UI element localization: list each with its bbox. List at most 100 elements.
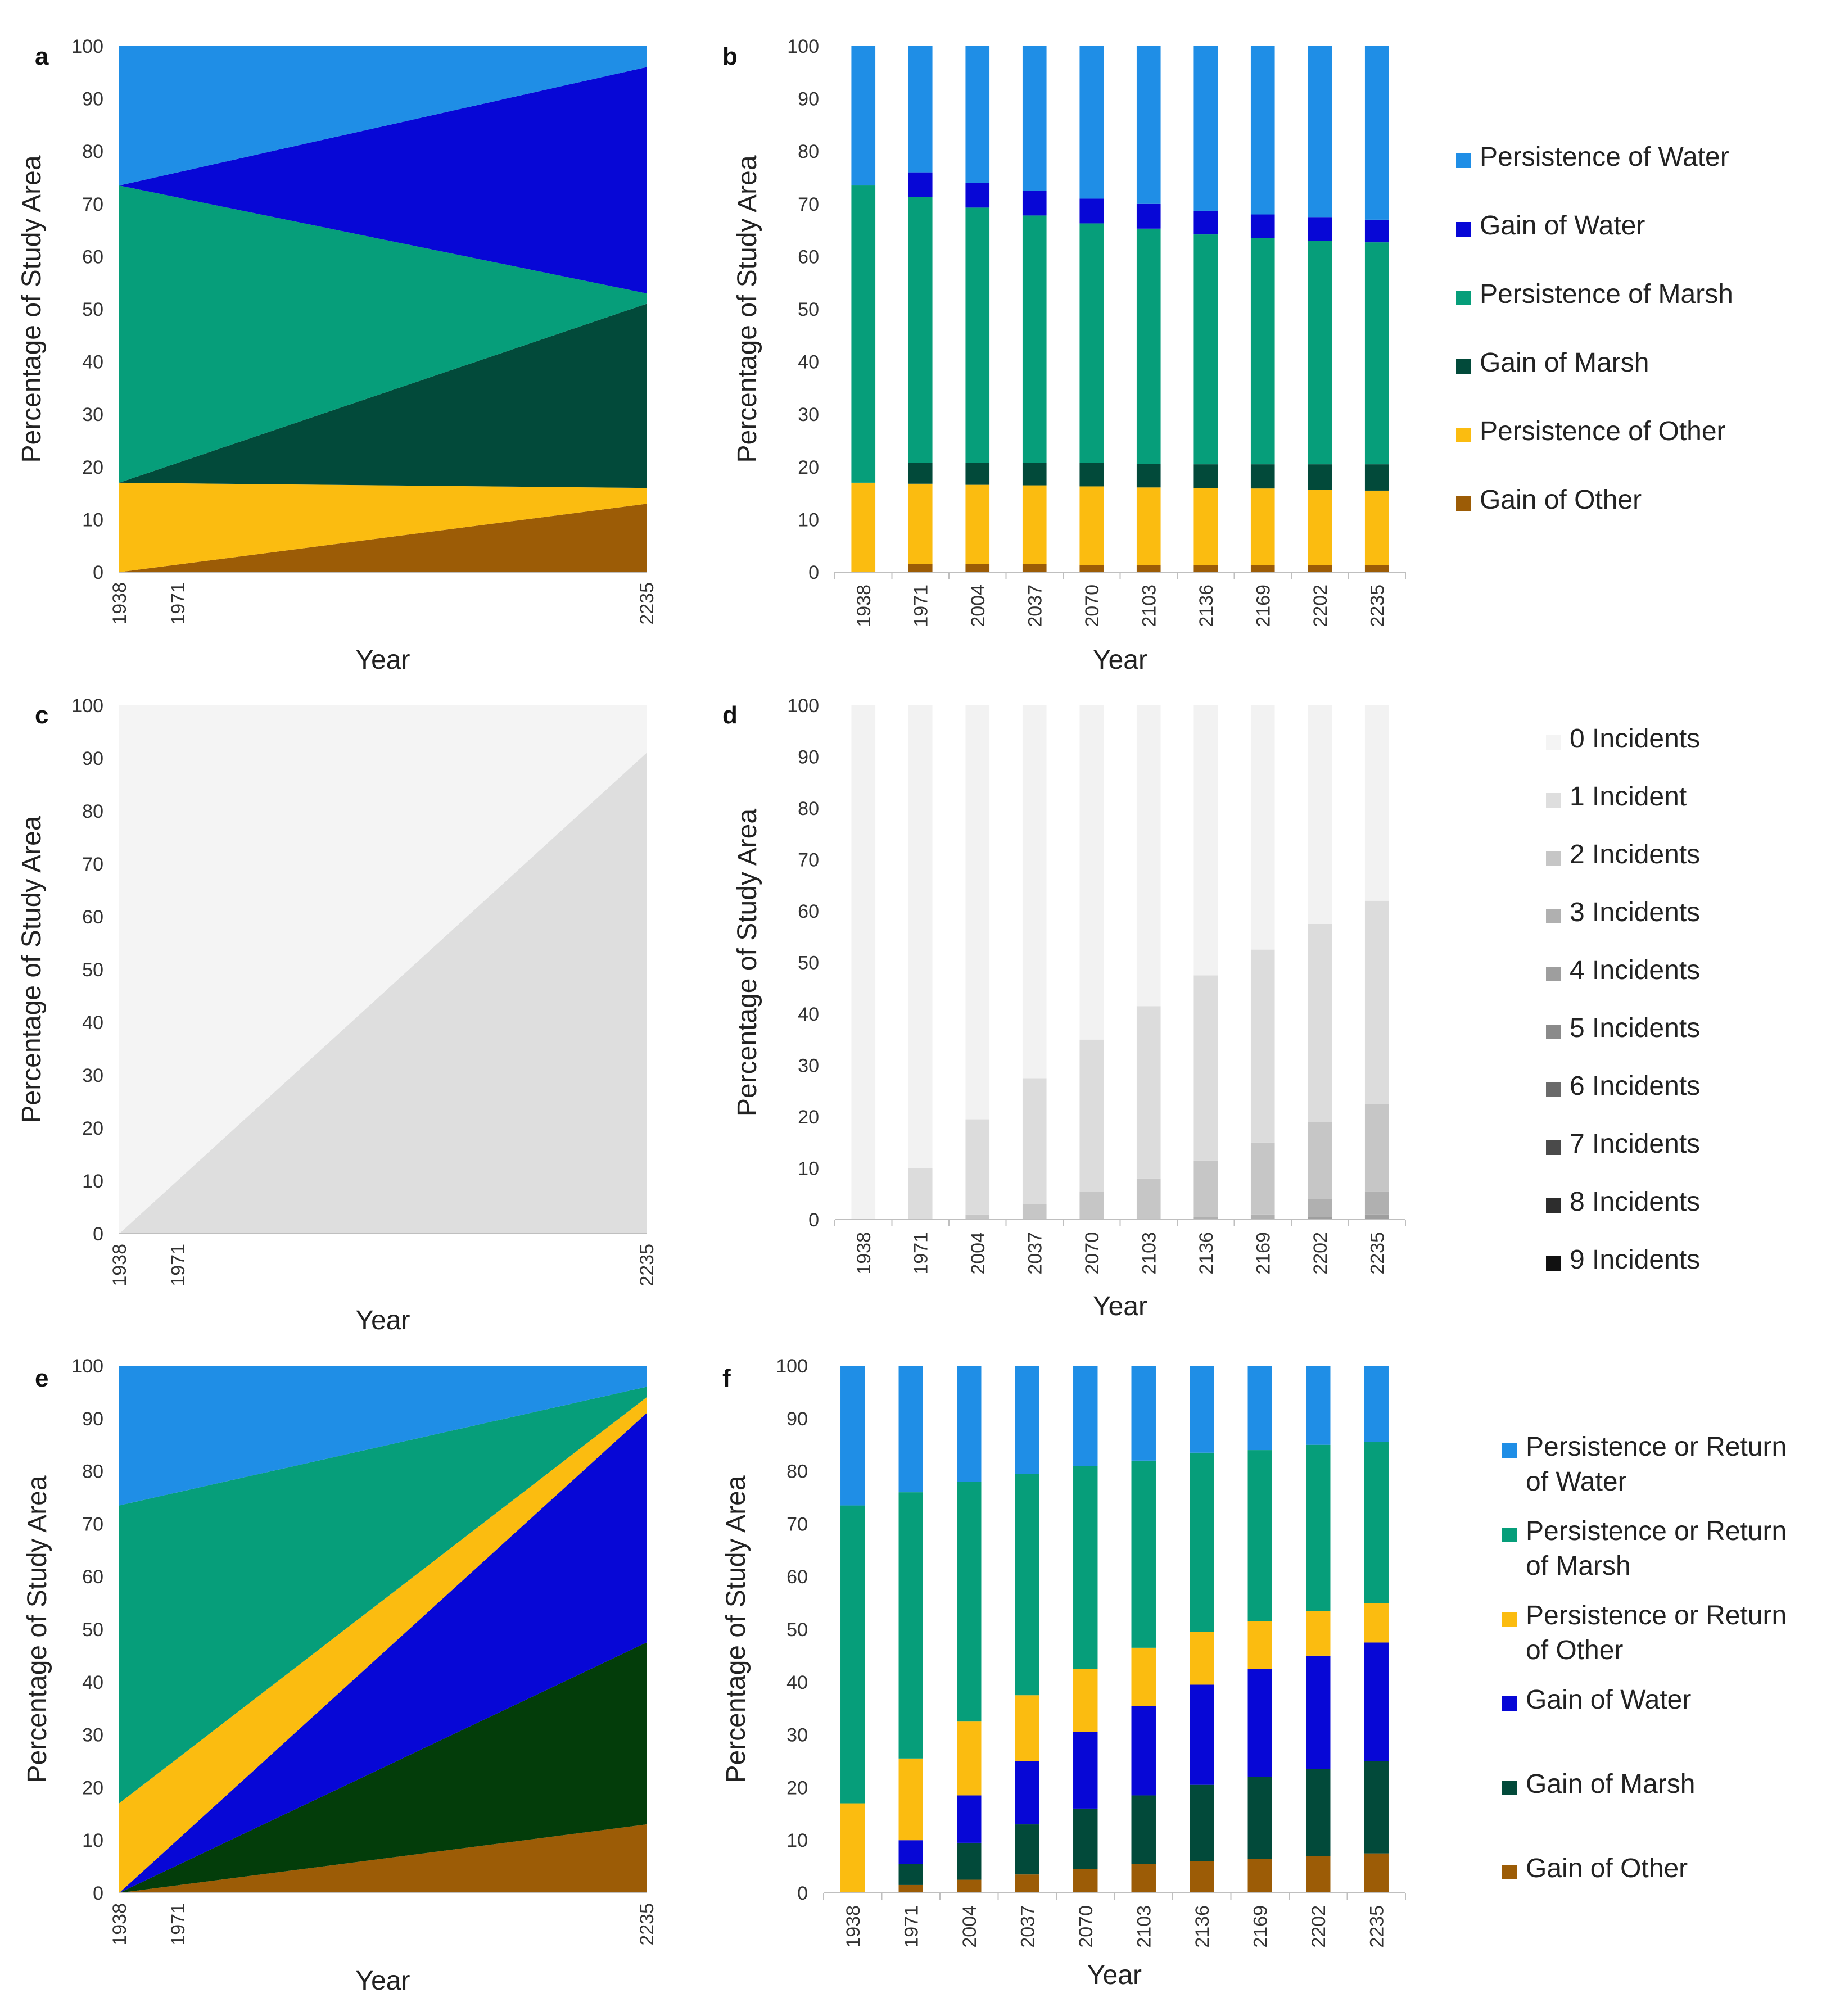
bar-segment-gain-of-marsh [1015,1824,1039,1874]
bar-segment-0-incidents [965,705,989,1120]
y-tick-label: 70 [82,1514,103,1535]
x-tick-label: 2235 [1366,1905,1387,1948]
y-tick-label: 90 [82,748,103,769]
bar-segment-3-incidents [1365,1192,1389,1215]
bar-segment-persistence-or-return-of-marsh [957,1482,981,1721]
bar-segment-gain-of-marsh [957,1843,981,1880]
x-tick-label: 2169 [1253,1232,1274,1275]
x-tick-label: 2103 [1138,585,1160,627]
bar-segment-persistence-of-other [908,484,933,564]
y-tick-label: 100 [71,36,103,57]
y-tick-label: 90 [786,1408,808,1430]
bar-segment-gain-of-marsh [1251,464,1275,488]
legend-swatch [1546,735,1561,750]
legend-swatch [1546,851,1561,866]
bar-segment-gain-of-water [1364,1642,1389,1761]
y-tick-label: 70 [798,850,819,871]
plot-area [840,1366,1389,1893]
legend-label: Gain of Other [1526,1854,1688,1883]
bar-segment-1-incident [1079,1040,1104,1192]
legend-swatch [1546,967,1561,981]
bar-segment-3-incidents [1308,1199,1332,1217]
bar-segment-persistence-of-marsh [965,207,989,463]
x-tick-label: 1938 [843,1905,864,1948]
bar-segment-persistence-or-return-of-marsh [1015,1474,1039,1695]
y-tick-label: 70 [82,854,103,875]
bar-segment-persistence-or-return-of-other [1132,1648,1156,1706]
bar-segment-gain-of-water [1248,1669,1272,1777]
legend-label: 7 Incidents [1570,1129,1700,1159]
bar-segment-persistence-of-marsh [1365,242,1389,464]
bar-segment-persistence-or-return-of-marsh [899,1492,923,1759]
bar-segment-0-incidents [1365,705,1389,901]
bar-segment-persistence-or-return-of-water [1364,1366,1389,1442]
panel-d-bar-chart: d01020304050607080901001938 1971 2004 2037 2… [722,695,1405,1321]
bar-segment-gain-of-marsh [1132,1795,1156,1864]
bar-segment-gain-of-other [1364,1854,1389,1893]
legend-label: of Other [1526,1636,1623,1665]
bar-segment-gain-of-other [899,1885,923,1893]
y-tick-label: 10 [786,1830,808,1851]
bar-segment-persistence-of-marsh [908,197,933,463]
bar-segment-persistence-or-return-of-water [1132,1366,1156,1461]
bar-segment-persistence-or-return-of-marsh [1132,1461,1156,1648]
legend-label: Gain of Marsh [1526,1769,1695,1799]
bar-segment-persistence-or-return-of-marsh [1248,1450,1272,1621]
bar-segment-gain-of-marsh [965,463,989,484]
legend-persistence-return: Persistence or Returnof WaterPersistence… [1502,1432,1787,1883]
legend-swatch [1456,428,1471,442]
bar-segment-persistence-of-other [1308,490,1332,565]
legend-label: of Marsh [1526,1551,1631,1581]
bar-segment-persistence-of-water [908,46,933,173]
panel-f-bar-chart: f01020304050607080901001938 1971 2004 2037 2… [721,1356,1405,1990]
legend-label: 9 Incidents [1570,1245,1700,1275]
legend-swatch [1456,496,1471,511]
y-tick-label: 30 [786,1725,808,1746]
legend-label: Persistence or Return [1526,1432,1787,1462]
panel-letter: f [722,1365,731,1392]
y-axis-title: Percentage of Study Area [17,816,47,1123]
legend-label: Persistence of Water [1480,142,1729,172]
bar-segment-persistence-of-water [1308,46,1332,217]
bar-segment-persistence-or-return-of-other [1073,1669,1097,1732]
bar-segment-gain-of-other [1306,1856,1330,1893]
bar-segment-persistence-of-other [1365,491,1389,565]
x-tick-label: 2037 [1024,1232,1046,1275]
x-tick-label: 2103 [1133,1905,1155,1948]
x-axis-title: Year [1087,1960,1142,1990]
panel-letter: b [722,43,738,70]
bar-segment-persistence-of-other [1251,488,1275,565]
x-tick-label: 2070 [1075,1905,1097,1948]
bar-segment-gain-of-marsh [1365,464,1389,491]
bar-segment-persistence-or-return-of-marsh [1364,1442,1389,1603]
y-tick-label: 0 [93,1224,103,1245]
bar-segment-persistence-of-water [851,46,875,185]
legend-swatch [1546,1140,1561,1155]
y-tick-label: 40 [82,1012,103,1034]
legend-swatch [1456,291,1471,305]
y-tick-label: 80 [82,801,103,822]
panel-letter: a [35,43,49,70]
bar-segment-persistence-or-return-of-water [1248,1366,1272,1450]
panel-b-bar-chart: b 0 10 20 30 40 50 60 70 80 90 100 1938 1971 2004 2037 2… [722,36,1405,675]
legend-label: 5 Incidents [1570,1013,1700,1043]
x-tick-label: 2169 [1250,1905,1271,1948]
bar-segment-gain-of-marsh [1137,464,1161,487]
x-axis-title: Year [1093,645,1147,675]
y-tick-label: 80 [82,1461,103,1483]
x-tick-label: 1938 [109,582,130,625]
bar-segment-persistence-of-marsh [1023,215,1047,463]
x-tick-label: 2037 [1024,585,1046,627]
y-tick-label: 40 [798,352,819,373]
bar-segment-2-incidents [1137,1179,1161,1220]
legend-label: 2 Incidents [1570,840,1700,869]
legend-swatch [1456,153,1471,168]
bar-segment-gain-of-water [1132,1706,1156,1795]
panel-letter: d [722,701,738,729]
x-tick-label: 2235 [1367,585,1388,627]
x-tick-label: 2037 [1017,1905,1038,1948]
bar-segment-persistence-or-return-of-marsh [840,1506,865,1804]
bar-segment-2-incidents [1023,1204,1047,1220]
bar-segment-gain-of-other [908,564,933,572]
legend-label: 1 Incident [1570,782,1687,812]
